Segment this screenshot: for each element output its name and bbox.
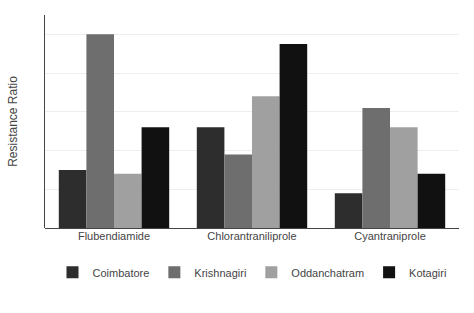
svg-text:Krishnagiri: Krishnagiri: [194, 267, 246, 279]
svg-text:Flubendiamide: Flubendiamide: [78, 230, 150, 242]
svg-text:Coimbatore: Coimbatore: [93, 267, 150, 279]
svg-text:Resistance Ratio: Resistance Ratio: [6, 76, 20, 167]
svg-text:Chlorantraniliprole: Chlorantraniliprole: [207, 230, 296, 242]
svg-text:Cyantraniprole: Cyantraniprole: [354, 230, 426, 242]
svg-text:Kotagiri: Kotagiri: [409, 267, 446, 279]
svg-text:Oddanchatram: Oddanchatram: [291, 267, 364, 279]
